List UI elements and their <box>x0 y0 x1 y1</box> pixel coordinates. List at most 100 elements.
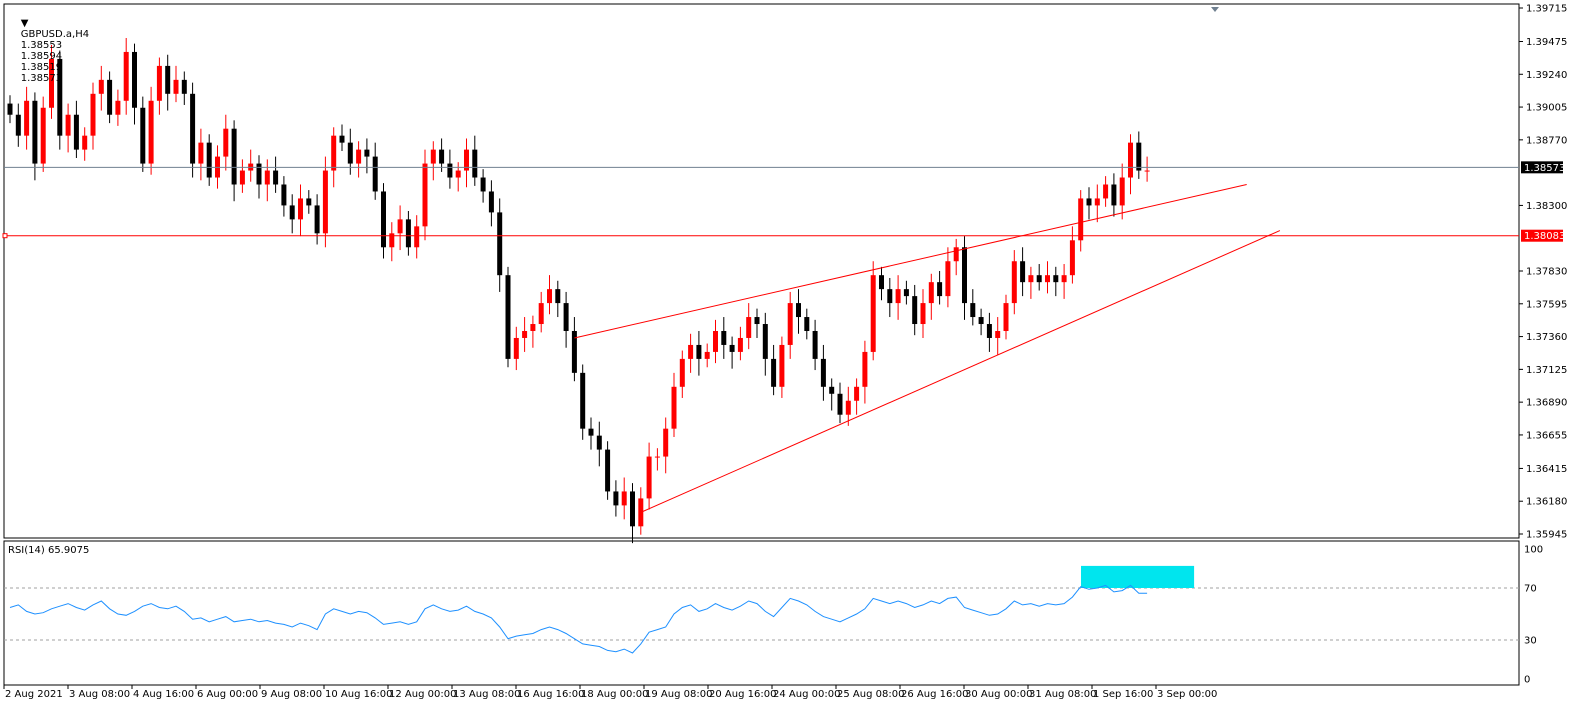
candle-bull <box>530 324 536 331</box>
candle-bull <box>322 170 328 234</box>
time-label: 18 Aug 00:00 <box>581 689 648 700</box>
candle-bull <box>845 400 851 415</box>
candle-bull <box>464 149 469 171</box>
candle-bull <box>621 491 627 506</box>
candle-bear <box>605 449 611 492</box>
time-label: 30 Aug 00:00 <box>965 689 1032 700</box>
candle-bear <box>488 191 494 213</box>
trendline-2 <box>640 230 1281 513</box>
time-label: 10 Aug 16:00 <box>325 689 392 700</box>
candle-bull <box>1094 198 1100 206</box>
time-label: 24 Aug 00:00 <box>773 689 840 700</box>
candle-bear <box>887 289 893 304</box>
candle-bull <box>522 330 528 338</box>
candle-bear <box>762 324 768 359</box>
candle-bull <box>895 289 901 304</box>
candle-bear <box>7 103 13 115</box>
candle-bull <box>746 317 752 338</box>
candle-bull <box>1128 142 1133 178</box>
candle-bear <box>829 386 835 394</box>
candle-bear <box>613 491 619 506</box>
price-tick-label: 1.36655 <box>1526 430 1567 441</box>
candle-bear <box>1086 198 1092 206</box>
rsi-highlight-box <box>1081 565 1195 588</box>
candle-bull <box>298 198 303 220</box>
candle-bull <box>679 358 685 387</box>
candle-bear <box>937 282 943 297</box>
candle-bull <box>547 289 552 304</box>
time-label: 20 Aug 16:00 <box>709 689 776 700</box>
price-tick-label: 1.39005 <box>1526 103 1567 114</box>
time-label: 25 Aug 08:00 <box>837 689 904 700</box>
header-close: 1.38573 <box>20 73 63 84</box>
candle-bull <box>870 275 876 352</box>
candle-bull <box>414 226 420 248</box>
candle-bull <box>173 79 179 94</box>
candle-bear <box>820 358 826 387</box>
candle-bear <box>555 289 561 304</box>
candle-bull <box>422 163 428 227</box>
candle-bull <box>264 170 270 185</box>
time-label: 6 Aug 00:00 <box>197 689 258 700</box>
trendline-1 <box>574 184 1247 339</box>
candle-bull <box>331 135 337 171</box>
candle-bull <box>49 58 54 108</box>
candle-bear <box>630 491 635 527</box>
rsi-axis-label: 70 <box>1524 584 1537 595</box>
candle-bull <box>704 351 710 359</box>
candle-bear <box>812 330 818 359</box>
price-tick-label: 1.37595 <box>1526 299 1567 310</box>
candle-bear <box>978 317 984 325</box>
candle-bear <box>796 303 801 318</box>
candle-bear <box>771 358 777 387</box>
header-dropdown-icon[interactable]: ▼ <box>20 18 29 29</box>
candle-bull <box>123 51 129 101</box>
candle-bear <box>571 330 577 373</box>
candle-bear <box>480 177 486 192</box>
candle-bear <box>339 135 345 143</box>
candle-bear <box>107 79 113 115</box>
header-open: 1.38553 <box>20 40 63 51</box>
candle-bear <box>903 289 909 297</box>
price-tick-label: 1.37125 <box>1526 365 1567 376</box>
candle-bear <box>165 65 171 94</box>
price-tick-label: 1.35945 <box>1526 530 1567 541</box>
candle-bear <box>57 58 63 136</box>
candle-bull <box>115 100 121 115</box>
candle-bear <box>15 114 21 136</box>
candle-bull <box>98 79 104 94</box>
candle-bear <box>439 149 445 164</box>
candle-bear <box>32 100 38 164</box>
candle-bear <box>754 317 760 325</box>
candle-bear <box>281 184 287 206</box>
candle-bear <box>1053 275 1059 283</box>
candle-bear <box>986 324 992 338</box>
rsi-label: RSI(14) 65.9075 <box>8 545 90 556</box>
candle-bull <box>90 93 96 136</box>
candle-bull <box>198 142 204 164</box>
candle-bear <box>472 149 478 178</box>
candle-bear <box>588 428 594 436</box>
candle-bull <box>663 428 669 457</box>
candle-bull <box>1103 184 1109 199</box>
axes-group: 1.39715 1.39475 1.39240 1.39005 1.38770 1.383… <box>3 4 1567 700</box>
time-label: 31 Aug 08:00 <box>1029 689 1096 700</box>
candle-bull <box>646 456 652 499</box>
candle-bear <box>505 275 511 359</box>
candle-bull <box>65 114 71 136</box>
price-tick-label: 1.39715 <box>1526 4 1567 15</box>
candles-group <box>7 37 1150 544</box>
header-low: 1.38519 <box>20 62 63 73</box>
time-label: 3 Aug 08:00 <box>69 689 130 700</box>
time-label: 1 Sep 16:00 <box>1093 689 1153 700</box>
time-label: 19 Aug 08:00 <box>645 689 712 700</box>
candle-bear <box>837 393 843 415</box>
candle-bear <box>231 128 237 185</box>
symbol-header: ▼ GBPUSD.a,H4 1.38553 1.38594 1.38519 1.… <box>8 7 89 95</box>
time-label: 4 Aug 16:00 <box>133 689 194 700</box>
candle-bull <box>1011 261 1017 304</box>
main-pane-border <box>3 3 1520 539</box>
candle-bear <box>580 372 586 429</box>
